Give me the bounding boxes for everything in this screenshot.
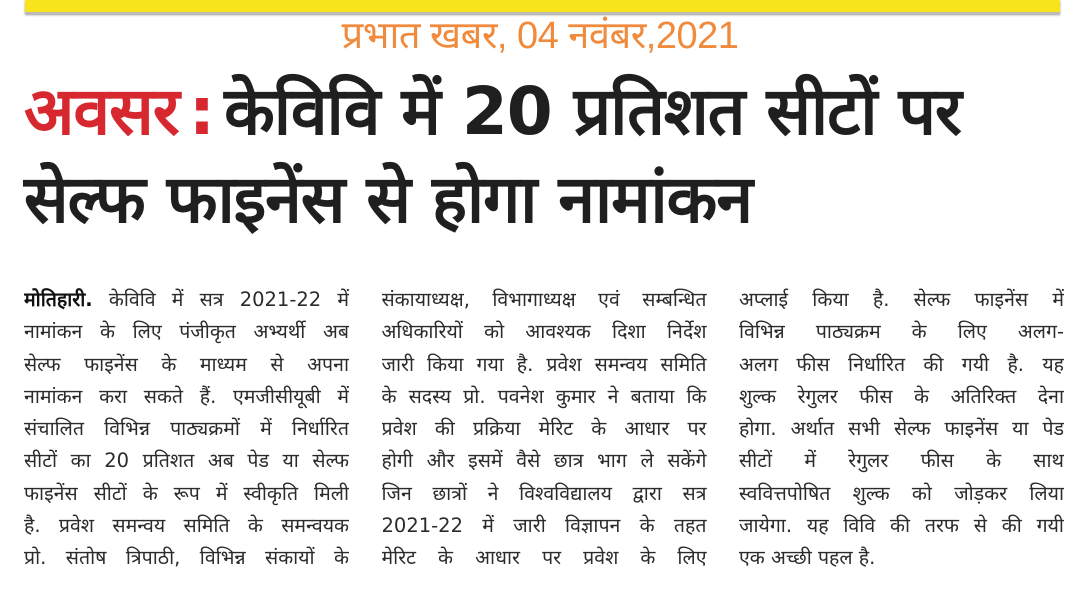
headline-line-2: सेल्फ फाइनेंस से होगा नामांकन <box>24 161 753 238</box>
article-line: शुल्क रेगुलर फीस के अतिरिक्त देना <box>739 384 1064 408</box>
article-line: फाइनेंस सीटों के रूप में स्वीकृति मिली <box>24 481 349 505</box>
article-column-3: अप्लाई किया है. सेल्फ फाइनेंस में विभिन्… <box>739 284 1064 575</box>
article-line: मेरिट के आधार पर प्रवेश के लिए <box>381 546 707 570</box>
article-line: होगा. अर्थात सभी सेल्फ फाइनेंस या पेड <box>739 417 1064 441</box>
article-line: नामांकन के लिए पंजीकृत अभ्यर्थी अब <box>24 320 349 344</box>
headline-line-1-text: केविवि में 20 प्रतिशत सीटों पर <box>224 73 962 150</box>
article-line: अधिकारियों को आवश्यक दिशा निर्देश <box>381 320 707 344</box>
article-line: 2021-22 में जारी विज्ञापन के तहत <box>381 514 707 538</box>
source-caption: प्रभात खबर, 04 नवंबर,2021 <box>341 15 739 57</box>
article-line: अप्लाई किया है. सेल्फ फाइनेंस में <box>739 288 1064 311</box>
article-line: अलग फीस निर्धारित की गयी है. यह <box>739 352 1064 376</box>
headline: अवसर: केविवि में 20 प्रतिशत सीटों पर सेल्… <box>24 68 1064 244</box>
article-column-1: मोतिहारी. केविवि में सत्र 2021-22 में ना… <box>24 284 349 575</box>
article-line: सीटों में रेगुलर फीस के साथ <box>739 449 1064 473</box>
article-line: एक अच्छी पहल है. <box>739 546 876 570</box>
article-line: नामांकन करा सकते हैं. एमजीसीयूबी में <box>24 384 349 408</box>
article-body: मोतिहारी. केविवि में सत्र 2021-22 में ना… <box>24 284 1064 575</box>
article-line: स्ववित्तपोषित शुल्क को जोड़कर लिया <box>739 481 1064 505</box>
article-line: विभिन्न पाठ्यक्रम के लिए अलग- <box>739 320 1064 344</box>
article-line: होगी और इसमें वैसे छात्र भाग ले सकेंगे <box>381 449 707 473</box>
article-line: जिन छात्रों ने विश्वविद्यालय द्वारा सत्र <box>381 481 707 505</box>
article-line: जारी किया गया है. प्रवेश समन्वय समिति <box>381 352 707 376</box>
article-line: सेल्फ फाइनेंस के माध्यम से अपना <box>24 352 349 376</box>
article-line: सीटों का 20 प्रतिशत अब पेड या सेल्फ <box>24 449 349 473</box>
article-line: है. प्रवेश समन्वय समिति के समन्वयक <box>24 514 349 538</box>
dateline: मोतिहारी. <box>24 288 93 311</box>
headline-line-1: अवसर: केविवि में 20 प्रतिशत सीटों पर <box>24 68 1064 156</box>
article-line: के सदस्य प्रो. पवनेश कुमार ने बताया कि <box>381 384 707 408</box>
article-line: संकायाध्यक्ष, विभागाध्यक्ष एवं सम्बन्धित <box>381 288 707 311</box>
article-line: जायेगा. यह विवि की तरफ से की गयी <box>739 514 1064 538</box>
headline-separator: : <box>188 73 215 150</box>
headline-kicker: अवसर <box>24 73 180 150</box>
article-line: प्रो. संतोष त्रिपाठी, विभिन्न संकायों के <box>24 546 349 570</box>
article-line: मोतिहारी. केविवि में सत्र 2021-22 में <box>24 288 349 311</box>
article-line: प्रवेश की प्रक्रिया मेरिट के आधार पर <box>381 417 707 441</box>
article-line: संचालित विभिन्न पाठ्यक्रमों में निर्धारि… <box>24 417 349 441</box>
article-column-2: संकायाध्यक्ष, विभागाध्यक्ष एवं सम्बन्धित… <box>382 284 707 575</box>
yellow-header-band <box>25 0 1060 14</box>
